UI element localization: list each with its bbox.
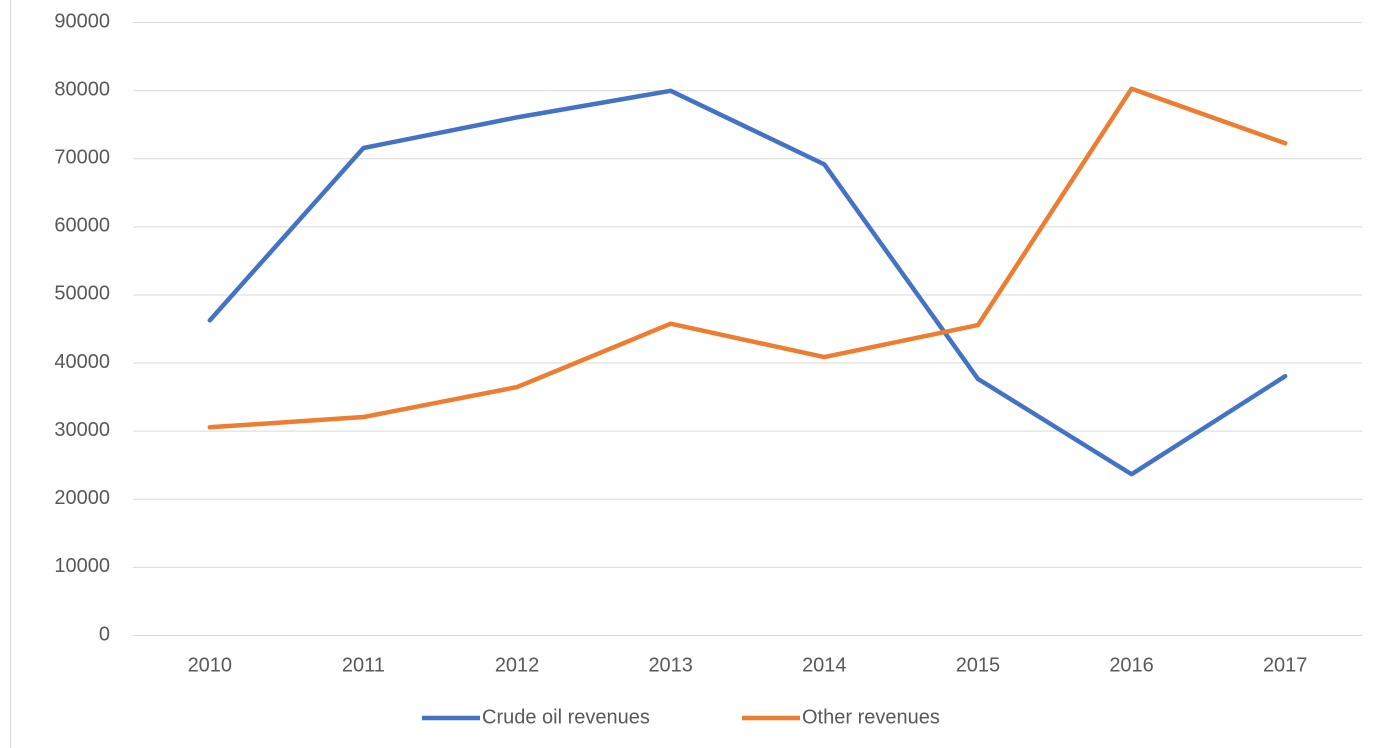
y-tick-label: 10000 bbox=[54, 555, 110, 577]
legend-label: Other revenues bbox=[802, 706, 940, 728]
x-tick-label: 2017 bbox=[1263, 654, 1308, 676]
series-line bbox=[207, 88, 1288, 477]
x-tick-label: 2013 bbox=[648, 654, 693, 676]
legend-label: Crude oil revenues bbox=[482, 706, 650, 728]
x-tick-label: 2014 bbox=[802, 654, 847, 676]
y-tick-label: 0 bbox=[99, 623, 110, 645]
x-tick-label: 2012 bbox=[495, 654, 540, 676]
y-tick-label: 60000 bbox=[54, 215, 110, 237]
y-tick-label: 80000 bbox=[54, 78, 110, 100]
y-tick-label: 90000 bbox=[54, 10, 110, 32]
x-tick-label: 2016 bbox=[1109, 654, 1154, 676]
y-tick-label: 50000 bbox=[54, 283, 110, 305]
series-line bbox=[207, 86, 1288, 430]
y-tick-label: 70000 bbox=[54, 147, 110, 169]
y-tick-label: 30000 bbox=[54, 419, 110, 441]
y-tick-label: 40000 bbox=[54, 351, 110, 373]
y-tick-label: 20000 bbox=[54, 487, 110, 509]
x-tick-label: 2015 bbox=[956, 654, 1001, 676]
x-tick-label: 2011 bbox=[342, 654, 385, 676]
x-tick-label: 2010 bbox=[188, 654, 233, 676]
